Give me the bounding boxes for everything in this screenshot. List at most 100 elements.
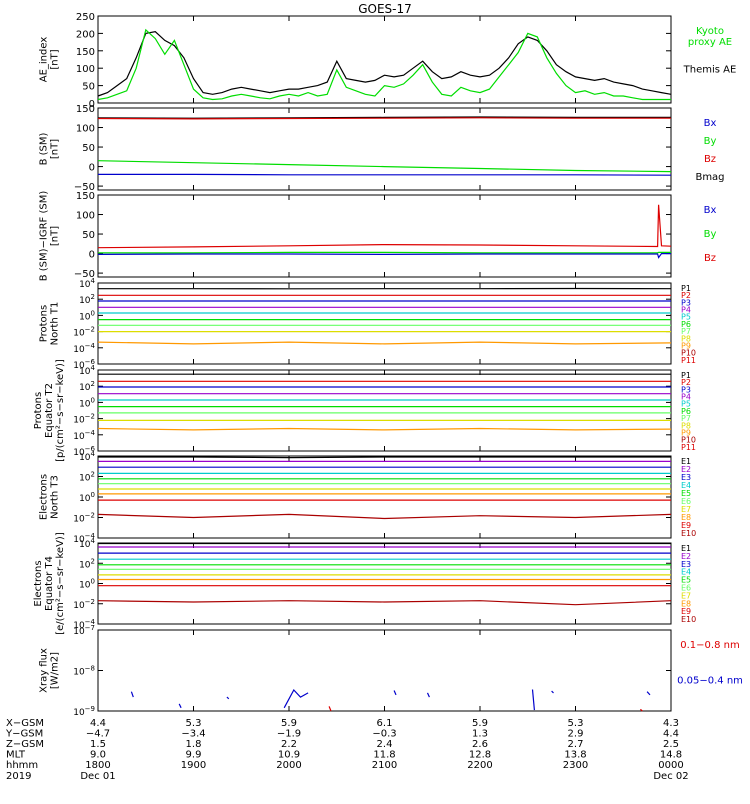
panel-1-legend-1-0: By — [704, 136, 717, 147]
xaxis-row-2-value-0: 1.5 — [90, 739, 106, 750]
xaxis-row-0-value-1: 5.3 — [186, 718, 202, 729]
panel-7-segment-8 — [647, 692, 650, 695]
panel-0-legend-0-1: proxy AE — [688, 37, 732, 48]
panel-4-ytick-label-3: 100 — [79, 396, 95, 409]
panel-1-legend-0-0: Bx — [704, 118, 717, 129]
panel-1-ylabel-line-0: B (SM) — [39, 132, 50, 165]
panel-5-ylabel-line-1: North T3 — [50, 475, 61, 519]
panel-7-segment-7 — [552, 691, 554, 693]
xaxis-row-2-value-2: 2.2 — [281, 739, 297, 750]
panel-3-ytick-label-4: 102 — [79, 293, 95, 306]
panel-3-ylabel-line-1: North T1 — [50, 302, 61, 346]
panel-7-frame — [98, 630, 671, 711]
xaxis-row-4-value-4: 2200 — [467, 760, 492, 771]
panel-5-channel-9 — [98, 514, 671, 518]
xaxis-row-3-value-6: 14.8 — [660, 750, 682, 761]
panel-2-legend-0-0: Bx — [704, 205, 717, 216]
panel-7-ytick-label-1: 10−8 — [73, 665, 95, 678]
xaxis-row-1-value-4: 1.3 — [472, 729, 488, 740]
panel-6-ylabel-line-2: [e/(cm²−s−sr−keV)] — [55, 532, 66, 635]
xaxis-row-4-value-0: 1800 — [85, 760, 110, 771]
start-date-label: Dec 01 — [80, 771, 115, 782]
xaxis-row-label-2: Z−GSM — [6, 739, 44, 750]
xaxis-row-2-value-3: 2.4 — [377, 739, 393, 750]
panel-3-channel-label-10: P11 — [681, 356, 696, 365]
panel-6-ytick-label-1: 10−2 — [73, 598, 95, 611]
panel-0-legend-0-0: Kyoto — [696, 26, 724, 37]
panel-3-ytick-label-2: 10−2 — [73, 326, 95, 339]
panel-2-ytick-label-2: 50 — [82, 230, 95, 241]
panel-6-channel-label-9: E10 — [681, 615, 696, 624]
panel-2-ytick-label-3: 100 — [76, 211, 95, 222]
panel-1-ytick-label-4: 150 — [76, 104, 95, 115]
xaxis-row-label-0: X−GSM — [6, 718, 44, 729]
panel-6-channel-9 — [98, 601, 671, 605]
xaxis-row-4-value-3: 2100 — [372, 760, 397, 771]
panel-2-legend-2-0: Bz — [704, 253, 716, 264]
xaxis-row-1-value-1: −3.4 — [181, 729, 205, 740]
xaxis-row-0-value-3: 6.1 — [377, 718, 393, 729]
xaxis-row-0-value-6: 4.3 — [663, 718, 679, 729]
panel-4-ylabel-line-2: [p/(cm²−s−sr−keV)] — [55, 359, 66, 462]
panel-3-channel-8 — [98, 342, 671, 344]
xaxis-row-3-value-1: 9.9 — [186, 750, 202, 761]
xaxis-row-2-value-4: 2.6 — [472, 739, 488, 750]
xaxis-row-1-value-5: 2.9 — [568, 729, 584, 740]
xaxis-row-2-value-6: 2.5 — [663, 739, 679, 750]
panel-7-legend-1-0: 0.05−0.4 nm — [677, 676, 743, 687]
panel-6-ylabel-line-0: Electrons — [33, 560, 44, 606]
panel-3-ylabel-line-0: Protons — [39, 305, 50, 342]
panel-2-ylabel-line-0: B (SM)−IGRF (SM) — [39, 191, 50, 282]
panel-5-frame — [98, 456, 671, 538]
xaxis-row-0-value-4: 5.9 — [472, 718, 488, 729]
panel-7-segment-5 — [428, 693, 430, 697]
xaxis-row-1-value-0: −4.7 — [86, 729, 110, 740]
panel-0-ytick-label-1: 50 — [82, 82, 95, 93]
panel-3-ytick-label-3: 100 — [79, 309, 95, 322]
xaxis-row-0-value-2: 5.9 — [281, 718, 297, 729]
panel-0-ytick-label-2: 100 — [76, 64, 95, 75]
panel-1-ytick-label-3: 100 — [76, 124, 95, 135]
xaxis-row-1-value-2: −1.9 — [277, 729, 301, 740]
panel-0-ytick-label-4: 200 — [76, 29, 95, 40]
panel-6-ytick-label-3: 102 — [79, 557, 95, 570]
panel-7-segment-4 — [394, 691, 396, 695]
xaxis-row-label-1: Y−GSM — [5, 729, 43, 740]
xaxis-row-3-value-3: 11.8 — [373, 750, 395, 761]
panel-1-ytick-label-1: 0 — [89, 163, 95, 174]
panel-2-series-2 — [98, 254, 671, 258]
panel-7-segment-9 — [329, 706, 331, 711]
panel-0-legend-1-0: Themis AE — [683, 65, 737, 76]
year-label: 2019 — [6, 771, 31, 782]
panel-5-ytick-label-3: 102 — [79, 471, 95, 484]
xaxis-row-3-value-2: 10.9 — [278, 750, 300, 761]
xaxis-row-label-3: MLT — [6, 750, 26, 761]
xaxis-row-3-value-4: 12.8 — [469, 750, 491, 761]
xaxis-row-0-value-0: 4.4 — [90, 718, 106, 729]
xaxis-row-1-value-6: 4.4 — [663, 729, 679, 740]
panel-2-legend-1-0: By — [704, 229, 717, 240]
xaxis-row-4-value-6: 0000 — [658, 760, 683, 771]
panel-4-channel-8 — [98, 429, 671, 430]
panel-3-ytick-label-1: 10−4 — [73, 342, 95, 355]
panel-2-ytick-label-1: 0 — [89, 250, 95, 261]
panel-6-ytick-label-2: 100 — [79, 578, 95, 591]
panel-5-channel-0 — [98, 457, 671, 458]
panel-0-ylabel-line-0: AE_index — [39, 37, 50, 83]
panel-4-ytick-label-1: 10−4 — [73, 429, 95, 442]
panel-0-ytick-label-5: 250 — [76, 12, 95, 23]
panel-1-ytick-label-2: 50 — [82, 143, 95, 154]
panel-7-segment-3 — [284, 690, 308, 708]
xaxis-row-4-value-2: 2000 — [276, 760, 301, 771]
panel-7-segment-6 — [533, 690, 535, 711]
panel-1-legend-2-0: Bz — [704, 154, 716, 165]
panel-4-ytick-label-4: 102 — [79, 380, 95, 393]
panel-2-ylabel-line-1: [nT] — [50, 226, 61, 246]
panel-4-channel-label-10: P11 — [681, 443, 696, 452]
end-date-label: Dec 02 — [653, 771, 688, 782]
xaxis-row-3-value-5: 13.8 — [564, 750, 586, 761]
panel-7-legend-0-0: 0.1−0.8 nm — [680, 640, 739, 651]
xaxis-row-3-value-0: 9.0 — [90, 750, 106, 761]
